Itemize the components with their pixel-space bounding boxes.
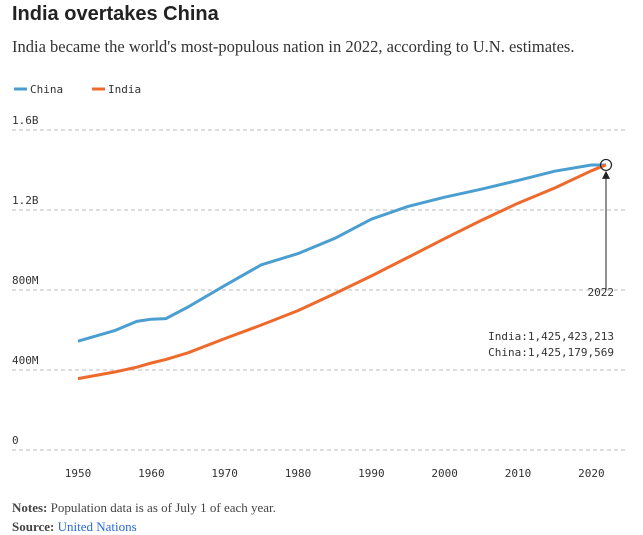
- x-tick-label: 1990: [358, 467, 385, 480]
- source-label: Source:: [12, 519, 54, 534]
- annotation-china: China:1,425,179,569: [488, 346, 614, 359]
- annotation-arrowhead: [602, 170, 610, 179]
- chart-subtitle: India became the world's most-populous n…: [12, 37, 574, 56]
- series-line: [77, 163, 607, 381]
- notes-label: Notes:: [12, 500, 47, 515]
- y-tick-label: 1.6B: [12, 114, 39, 127]
- notes-text: Population data is as of July 1 of each …: [51, 500, 276, 515]
- series-line: [77, 163, 606, 343]
- annotation-year: 2022: [588, 286, 615, 299]
- x-tick-label: 1960: [138, 467, 165, 480]
- x-tick-label: 1950: [65, 467, 92, 480]
- y-tick-label: 400M: [12, 354, 39, 367]
- notes: Notes: Population data is as of July 1 o…: [12, 500, 276, 515]
- x-tick-label: 2000: [431, 467, 458, 480]
- annotation-marker: [599, 158, 613, 172]
- y-tick-label: 1.2B: [12, 194, 39, 207]
- x-tick-label: 2020: [578, 467, 605, 480]
- annotation-india: India:1,425,423,213: [488, 330, 614, 343]
- x-tick-label: 1970: [211, 467, 238, 480]
- x-tick-label: 2010: [505, 467, 532, 480]
- source: Source: United Nations: [12, 519, 137, 534]
- legend-label: China: [30, 83, 63, 96]
- source-link[interactable]: United Nations: [58, 519, 137, 534]
- chart-title: India overtakes China: [12, 3, 220, 25]
- y-tick-label: 800M: [12, 274, 39, 287]
- x-tick-label: 1980: [285, 467, 312, 480]
- y-tick-label: 0: [12, 434, 19, 447]
- legend-label: India: [108, 83, 141, 96]
